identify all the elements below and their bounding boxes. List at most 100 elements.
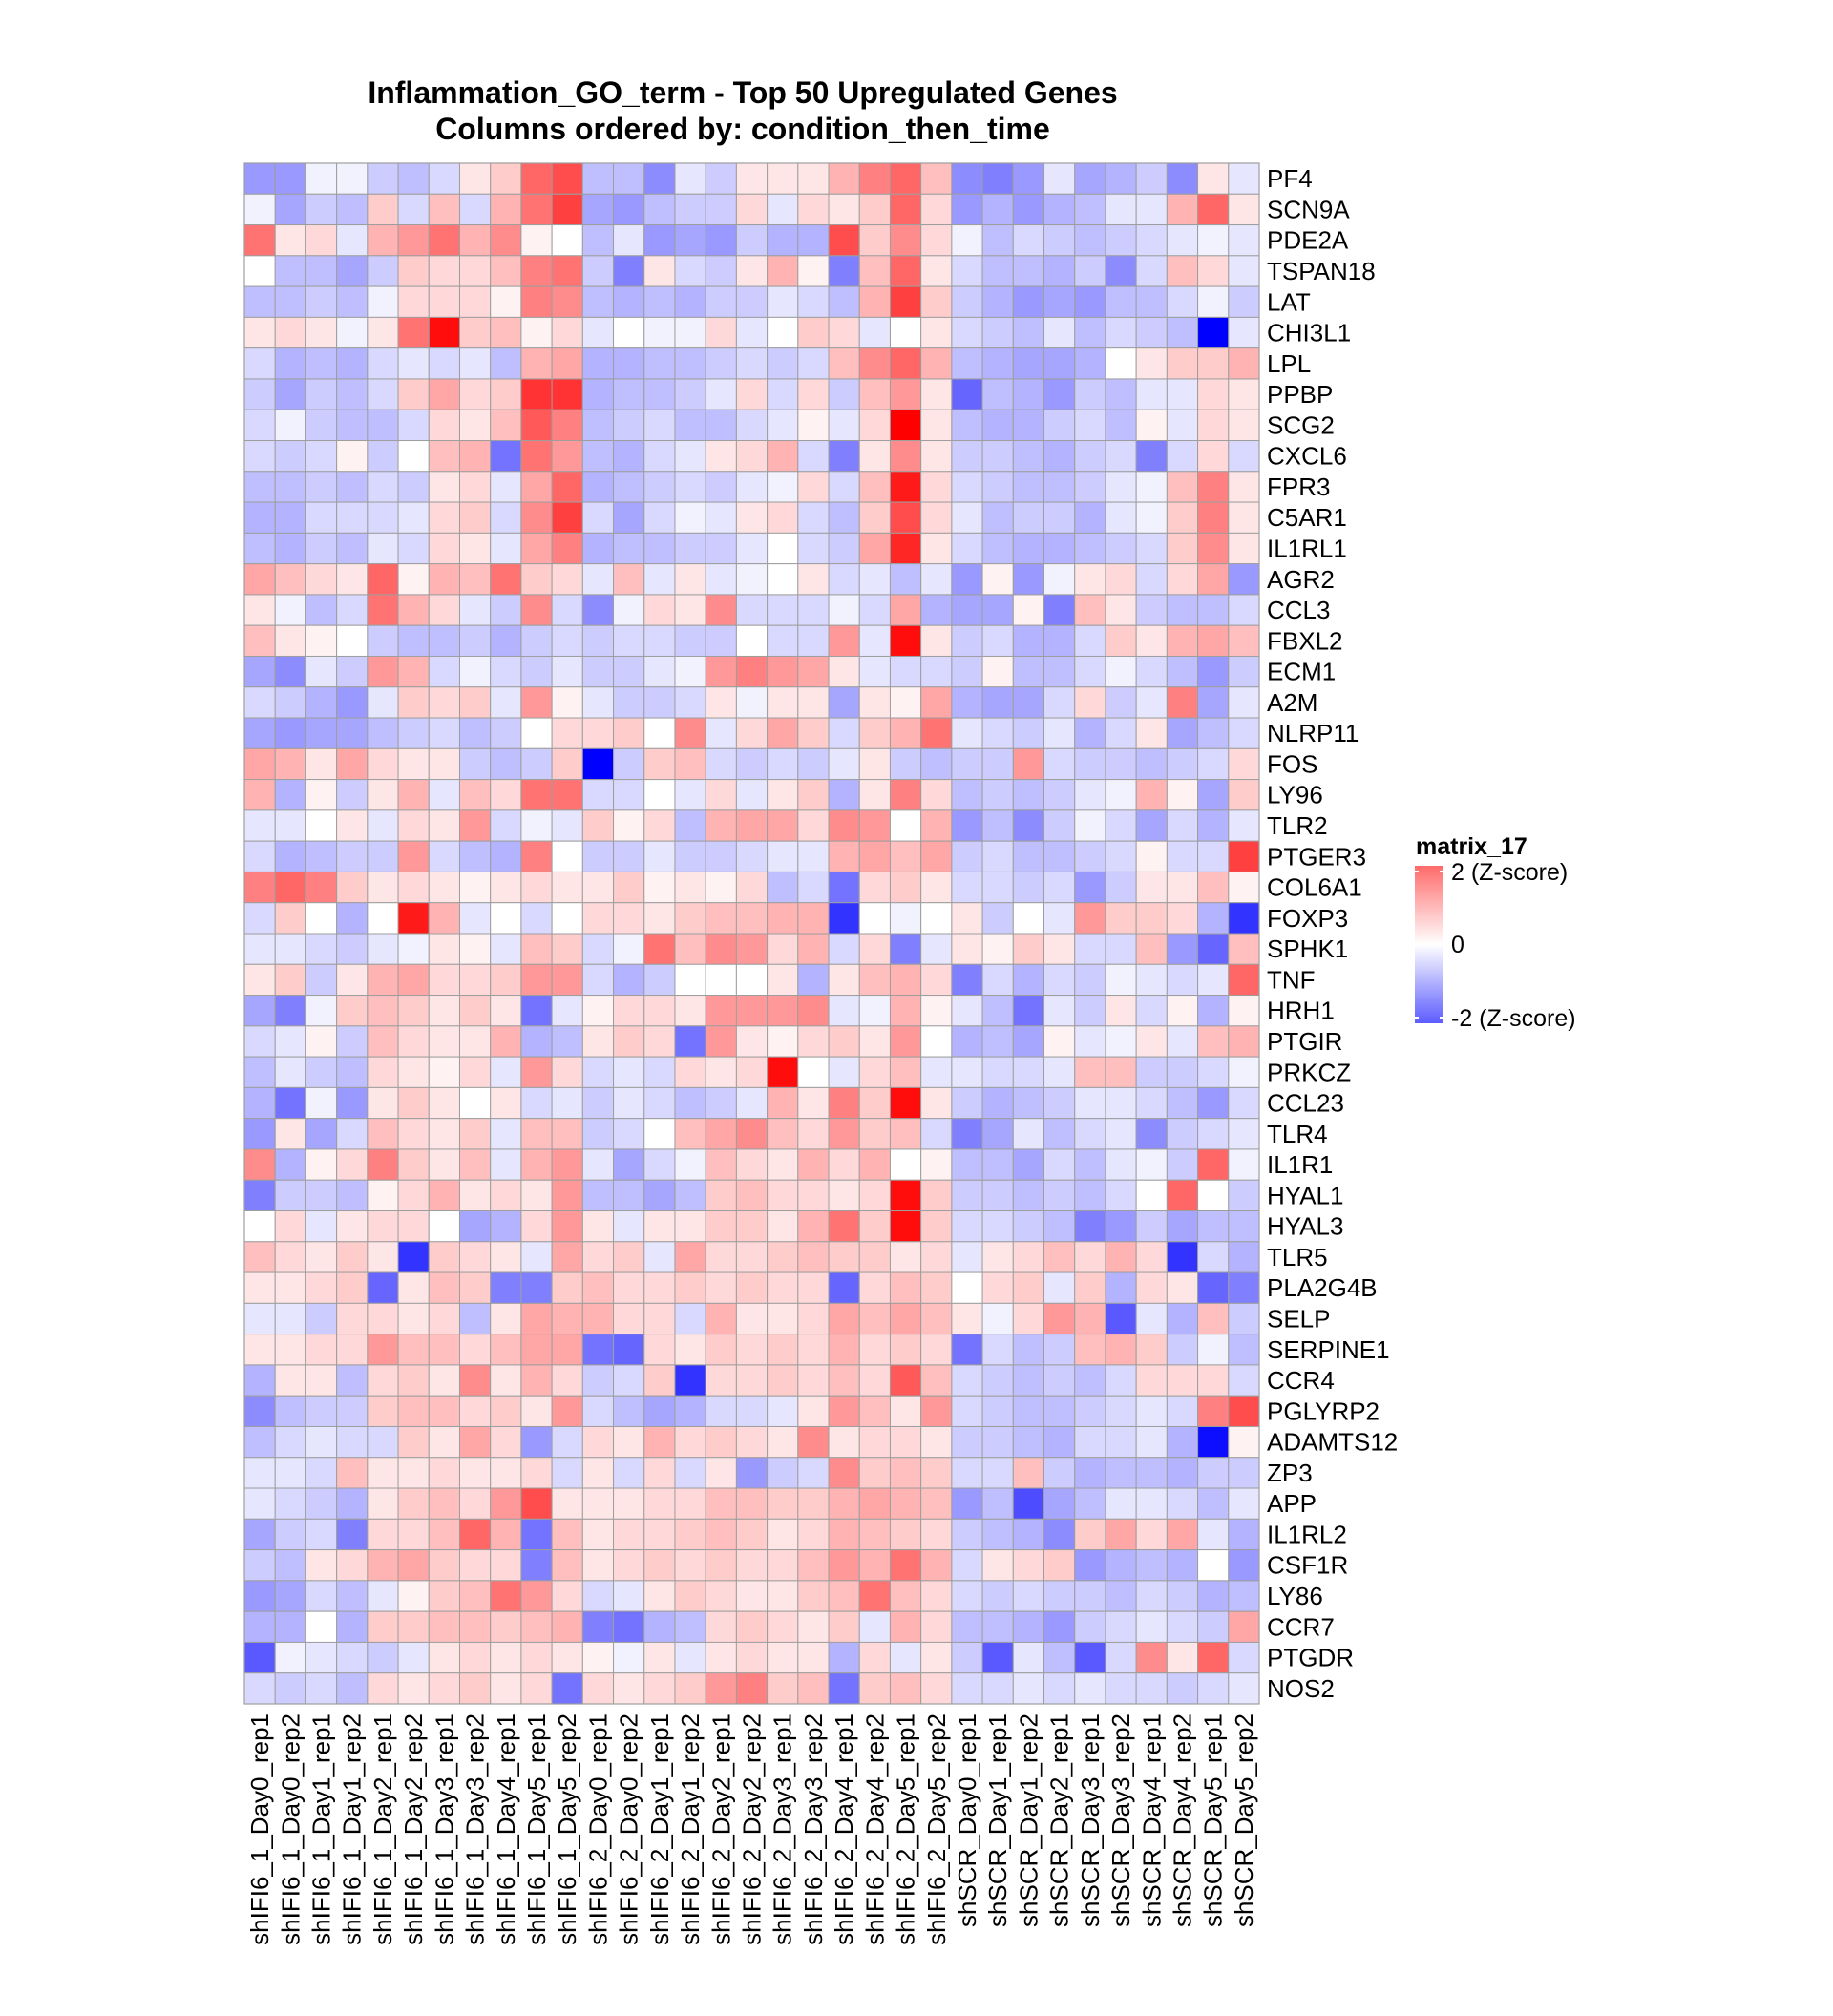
heatmap-cell — [705, 1025, 737, 1058]
heatmap-cell — [551, 224, 583, 257]
heatmap-cell — [428, 1148, 460, 1181]
heatmap-cell — [767, 624, 799, 657]
heatmap-cell — [243, 1457, 276, 1489]
heatmap-cell — [951, 686, 983, 719]
column-label: shIFI6_2_Day1_rep2 — [676, 1713, 705, 1945]
heatmap-cell — [397, 255, 430, 287]
heatmap-cell — [643, 717, 676, 749]
heatmap-cell — [951, 1241, 983, 1273]
heatmap-cell — [458, 871, 492, 904]
heatmap-cell — [613, 1241, 645, 1273]
row-label: TSPAN18 — [1267, 257, 1376, 285]
heatmap-cell — [674, 840, 706, 872]
heatmap-cell — [889, 285, 922, 318]
heatmap-cell — [305, 1179, 338, 1212]
heatmap-cell — [336, 1179, 369, 1212]
heatmap-cell — [858, 655, 891, 688]
heatmap-cell — [274, 471, 306, 503]
heatmap-cell — [1105, 624, 1137, 657]
heatmap-cell — [889, 871, 922, 904]
heatmap-cell — [1012, 1210, 1045, 1243]
heatmap-cell — [1074, 1056, 1106, 1088]
heatmap-cell — [1105, 1148, 1137, 1181]
heatmap-cell — [951, 1210, 983, 1243]
heatmap-cell — [305, 1457, 338, 1489]
heatmap-cell — [274, 686, 306, 719]
heatmap-cell — [889, 1334, 922, 1366]
heatmap-cell — [274, 1518, 306, 1551]
heatmap-cell — [367, 285, 399, 318]
heatmap-cell — [336, 1395, 369, 1427]
heatmap-cell — [305, 809, 338, 842]
heatmap-cell — [1012, 1025, 1045, 1058]
heatmap-cell — [428, 1025, 460, 1058]
heatmap-cell — [458, 563, 492, 596]
heatmap-cell — [1197, 1118, 1230, 1150]
heatmap-cell — [428, 193, 460, 226]
heatmap-cell — [705, 1334, 737, 1366]
heatmap-cell — [367, 1334, 399, 1366]
heatmap-cell — [643, 193, 676, 226]
heatmap-cell — [1197, 1056, 1230, 1088]
heatmap-cell — [336, 1641, 369, 1674]
heatmap-cell — [1012, 532, 1045, 565]
heatmap-cell — [1135, 902, 1168, 934]
heatmap-cell — [1197, 963, 1230, 997]
heatmap-cell — [1135, 1271, 1168, 1304]
heatmap-cell — [951, 1086, 983, 1120]
heatmap-cell — [767, 255, 799, 287]
heatmap-cell — [613, 871, 645, 904]
heatmap-cell — [581, 532, 615, 565]
heatmap-cell — [1105, 1241, 1137, 1273]
heatmap-cell — [1043, 747, 1076, 781]
heatmap-cell — [735, 809, 769, 842]
heatmap-cell — [336, 409, 369, 442]
heatmap-cell — [858, 1518, 891, 1551]
heatmap-cell — [1105, 316, 1137, 349]
heatmap-cell — [1135, 440, 1168, 472]
heatmap-cell — [581, 594, 615, 626]
heatmap-cell — [1012, 1395, 1045, 1427]
heatmap-cell — [305, 347, 338, 380]
heatmap-cell — [1012, 655, 1045, 688]
heatmap-cell — [797, 1457, 830, 1489]
heatmap-cell — [551, 285, 583, 318]
heatmap-cell — [1166, 532, 1199, 565]
heatmap-cell — [397, 1425, 430, 1459]
heatmap-cell — [1043, 1086, 1076, 1120]
heatmap-cell — [920, 840, 953, 872]
heatmap-cell — [1012, 1241, 1045, 1273]
heatmap-cell — [397, 809, 430, 842]
heatmap-cell — [735, 440, 769, 472]
heatmap-cell — [951, 162, 983, 195]
heatmap-cell — [828, 1425, 860, 1459]
heatmap-cell — [520, 1086, 553, 1120]
heatmap-cell — [828, 686, 860, 719]
heatmap-cell — [1074, 1271, 1106, 1304]
heatmap-cell — [889, 1241, 922, 1273]
heatmap-cell — [613, 933, 645, 965]
heatmap-cell — [889, 1271, 922, 1304]
heatmap-cell — [1197, 378, 1230, 410]
heatmap-cell — [705, 779, 737, 811]
heatmap-cell — [735, 963, 769, 997]
heatmap-cell — [767, 747, 799, 781]
heatmap-cell — [951, 285, 983, 318]
heatmap-cell — [951, 440, 983, 472]
heatmap-cell — [889, 563, 922, 596]
heatmap-cell — [520, 1056, 553, 1088]
heatmap-cell — [858, 717, 891, 749]
heatmap-cell — [920, 1425, 953, 1459]
heatmap-cell — [458, 1179, 492, 1212]
heatmap-cell — [767, 1025, 799, 1058]
heatmap-cell — [490, 1118, 522, 1150]
heatmap-cell — [336, 1487, 369, 1520]
heatmap-cell — [520, 1395, 553, 1427]
heatmap-cell — [613, 1210, 645, 1243]
heatmap-cell — [1228, 1457, 1260, 1489]
heatmap-cell — [274, 1302, 306, 1335]
heatmap-cell — [336, 532, 369, 565]
heatmap-cell — [397, 1118, 430, 1150]
heatmap-cell — [674, 409, 706, 442]
heatmap-cell — [1135, 594, 1168, 626]
